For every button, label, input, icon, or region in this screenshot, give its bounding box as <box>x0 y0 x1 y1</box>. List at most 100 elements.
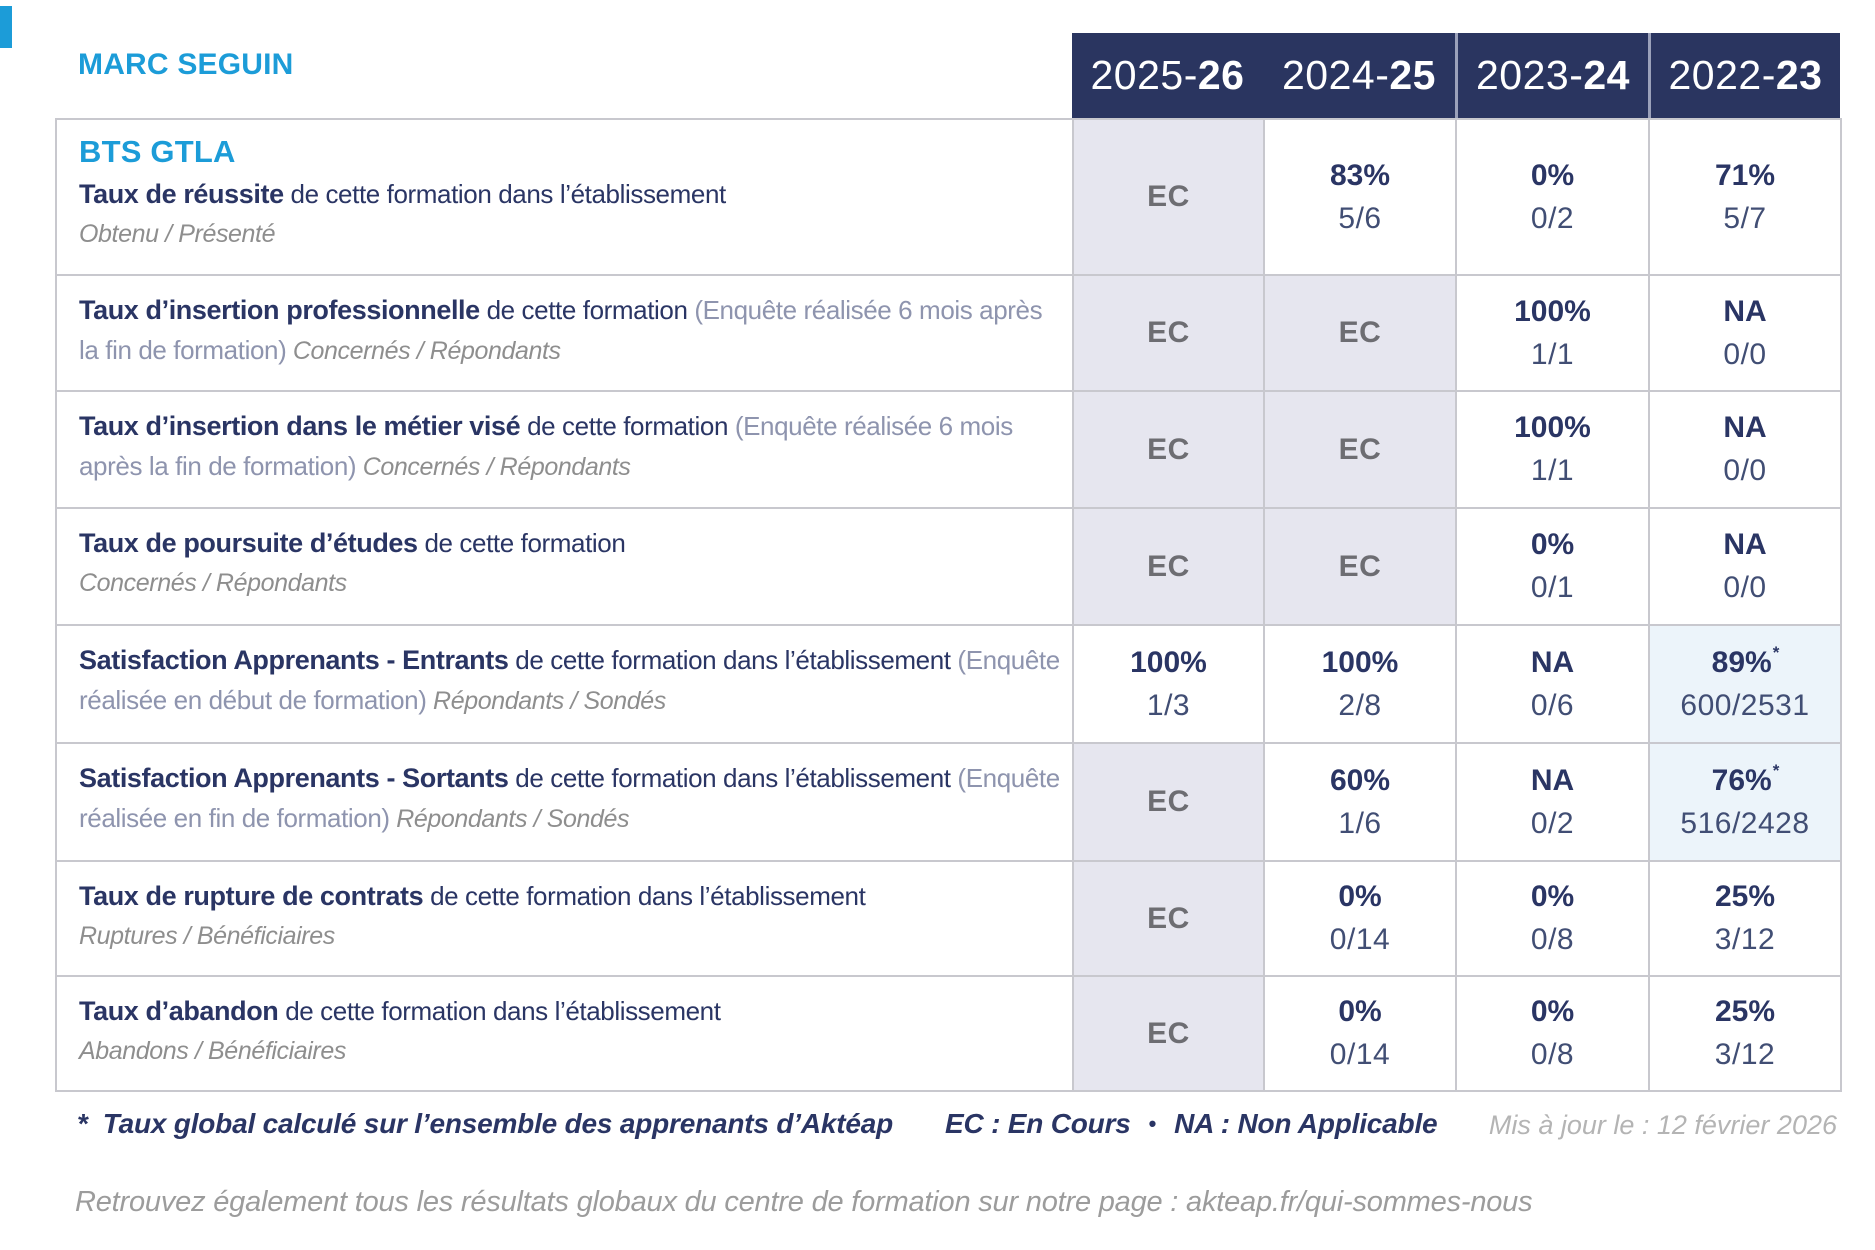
global-rate-asterisk: * <box>1772 642 1780 662</box>
abbreviation-legend: EC : En Cours • NA : Non Applicable <box>945 1108 1438 1140</box>
percentage-value: NA <box>1723 528 1767 561</box>
fraction-value: 5/7 <box>1723 201 1767 235</box>
percentage-value: 0% <box>1338 995 1382 1028</box>
result-cell-row6-col4: 76%* 516/2428 <box>1648 742 1840 860</box>
legend-ec: EC : En Cours <box>945 1108 1131 1139</box>
result-cell-row2-col4: NA 0/0 <box>1648 274 1840 390</box>
akteap-url[interactable]: akteap.fr/qui-sommes-nous <box>1186 1186 1533 1218</box>
indicator-title: Taux d’abandon <box>79 996 279 1026</box>
fraction-value: 0/14 <box>1329 1038 1391 1071</box>
indicator-description: de cette formation <box>417 528 626 558</box>
percentage-value: 100% <box>1130 645 1207 679</box>
updated-date: Mis à jour le : 12 février 2026 <box>1488 1110 1837 1140</box>
indicator-row-label-6: Satisfaction Apprenants - Sortants de ce… <box>57 742 1072 860</box>
result-cell-row3-col2: EC <box>1263 390 1455 507</box>
indicator-title: Taux de réussite <box>79 179 284 209</box>
bottom-note-text: Retrouvez également tous les résultats g… <box>75 1186 1187 1218</box>
percentage-value: 0% <box>1338 880 1382 913</box>
indicator-sublabel: Ruptures / Bénéficiaires <box>79 922 335 950</box>
indicator-description: de cette formation dans l’établissement <box>423 881 866 911</box>
indicator-row-label-1: BTS GTLA Taux de réussite de cette format… <box>57 120 1072 274</box>
indicator-description: de cette formation dans l’établissement <box>283 179 727 209</box>
ec-value: EC <box>1338 432 1382 466</box>
result-cell-row5-col4: 89%* 600/2531 <box>1648 624 1840 742</box>
percentage-value: NA <box>1723 411 1767 444</box>
indicator-row-label-8: Taux d’abandon de cette formation dans l… <box>57 975 1072 1090</box>
indicator-title: Taux d’insertion dans le métier visé <box>79 411 521 441</box>
year-column-2022-23: 2022- 23 <box>1648 33 1840 118</box>
fraction-value: 516/2428 <box>1680 806 1810 840</box>
year-columns-header: 2025- 26 2024- 25 2023- 24 2022- 23 <box>1072 33 1840 118</box>
result-cell-row3-col3: 100% 1/1 <box>1455 390 1648 507</box>
legend-na: NA : Non Applicable <box>1174 1108 1438 1139</box>
indicator-sublabel: Concernés / Répondants <box>356 453 631 481</box>
result-cell-row6-col2: 60% 1/6 <box>1263 742 1455 860</box>
fraction-value: 0/6 <box>1530 688 1575 722</box>
footnote-text: Taux global calculé sur l’ensemble des a… <box>102 1108 893 1139</box>
indicator-title: Satisfaction Apprenants - Entrants <box>79 645 509 675</box>
indicator-row-label-4: Taux de poursuite d’études de cette form… <box>57 507 1072 624</box>
indicator-description: de cette formation dans l’établissement <box>508 645 951 675</box>
result-cell-row5-col2: 100% 2/8 <box>1263 624 1455 742</box>
indicator-row-label-3: Taux d’insertion dans le métier visé de … <box>57 390 1072 507</box>
establishment-name: MARC SEGUIN <box>78 48 294 81</box>
percentage-value: NA <box>1723 294 1767 328</box>
fraction-value: 0/0 <box>1723 337 1767 371</box>
ec-value: EC <box>1147 180 1190 213</box>
fraction-value: 1/1 <box>1530 337 1575 371</box>
fraction-value: 1/1 <box>1530 454 1575 487</box>
ec-value: EC <box>1338 549 1382 583</box>
legend-separator-dot: • <box>1148 1111 1157 1136</box>
percentage-value: NA <box>1530 763 1575 797</box>
percentage-value: NA <box>1530 645 1575 679</box>
percentage-value: 0% <box>1530 158 1575 192</box>
result-cell-row1-col2: 83% 5/6 <box>1263 120 1455 274</box>
fraction-value: 0/8 <box>1530 923 1575 956</box>
fraction-value: 2/8 <box>1338 688 1382 722</box>
result-cell-row5-col1: 100% 1/3 <box>1072 624 1263 742</box>
result-cell-row4-col3: 0% 0/1 <box>1455 507 1648 624</box>
result-cell-row8-col4: 25% 3/12 <box>1648 975 1840 1090</box>
result-cell-row1-col4: 71% 5/7 <box>1648 120 1840 274</box>
result-cell-row3-col4: NA 0/0 <box>1648 390 1840 507</box>
percentage-value: 0% <box>1530 528 1575 561</box>
ec-value: EC <box>1338 316 1382 349</box>
indicator-sublabel: Concernés / Répondants <box>286 337 561 365</box>
result-cell-row1-col1: EC <box>1072 120 1263 274</box>
results-table: BTS GTLA Taux de réussite de cette format… <box>55 118 1842 1092</box>
ec-value: EC <box>1147 432 1190 466</box>
percentage-value: 71% <box>1714 158 1776 192</box>
percentage-value: 60% <box>1329 763 1391 797</box>
result-cell-row2-col3: 100% 1/1 <box>1455 274 1648 390</box>
indicator-survey-note: (Enquête réalisée en fin de formation) <box>79 763 1060 833</box>
result-cell-row3-col1: EC <box>1072 390 1263 507</box>
indicator-title: Satisfaction Apprenants - Sortants <box>79 763 509 793</box>
ec-value: EC <box>1147 901 1190 935</box>
year-column-2024-25: 2024- 25 <box>1282 52 1436 98</box>
percentage-value: 89%* <box>1711 642 1780 679</box>
fraction-value: 0/2 <box>1530 806 1575 840</box>
fraction-value: 0/1 <box>1530 571 1575 604</box>
percentage-value: 25% <box>1714 880 1776 913</box>
fraction-value: 3/12 <box>1714 923 1776 956</box>
indicator-row-label-2: Taux d’insertion professionnelle de cett… <box>57 274 1072 390</box>
fraction-value: 3/12 <box>1714 1038 1776 1071</box>
fraction-value: 0/8 <box>1530 1038 1575 1071</box>
fraction-value: 5/6 <box>1338 201 1382 235</box>
percentage-value: 0% <box>1530 995 1575 1028</box>
indicator-sublabel: Répondants / Sondés <box>389 805 630 833</box>
result-cell-row4-col4: NA 0/0 <box>1648 507 1840 624</box>
percentage-value: 100% <box>1514 294 1591 328</box>
percentage-value: 100% <box>1514 411 1591 444</box>
percentage-value: 25% <box>1714 995 1776 1028</box>
indicator-row-label-7: Taux de rupture de contrats de cette for… <box>57 860 1072 975</box>
result-cell-row2-col1: EC <box>1072 274 1263 390</box>
indicator-survey-note: (Enquête réalisée 6 mois après la fin de… <box>79 411 1013 481</box>
program-title: BTS GTLA <box>79 134 236 169</box>
indicator-title: Taux d’insertion professionnelle <box>79 295 480 325</box>
percentage-value: 0% <box>1530 880 1575 913</box>
indicator-sublabel: Obtenu / Présenté <box>79 220 276 248</box>
ec-value: EC <box>1147 549 1190 583</box>
fraction-value: 0/14 <box>1329 923 1391 956</box>
indicator-title: Taux de rupture de contrats <box>79 881 424 911</box>
